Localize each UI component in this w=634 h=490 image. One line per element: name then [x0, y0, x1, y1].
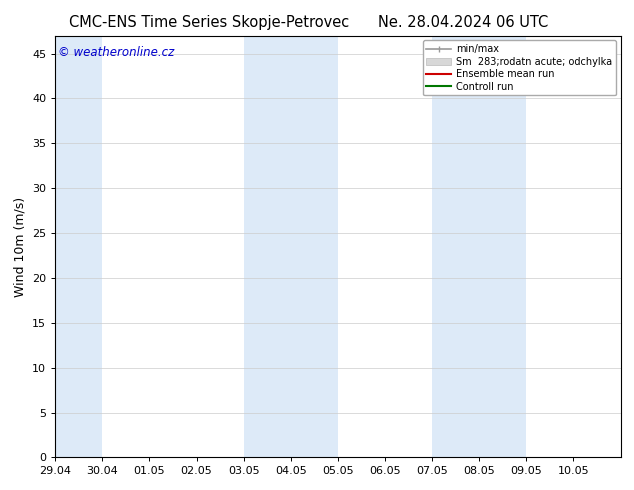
Text: CMC-ENS Time Series Skopje-Petrovec: CMC-ENS Time Series Skopje-Petrovec [69, 15, 349, 30]
Legend: min/max, Sm  283;rodatn acute; odchylka, Ensemble mean run, Controll run: min/max, Sm 283;rodatn acute; odchylka, … [423, 40, 616, 96]
Bar [55, 36, 102, 458]
Text: © weatheronline.cz: © weatheronline.cz [58, 46, 174, 59]
Bar [432, 36, 526, 458]
Text: Ne. 28.04.2024 06 UTC: Ne. 28.04.2024 06 UTC [378, 15, 548, 30]
Bar [243, 36, 338, 458]
Y-axis label: Wind 10m (m/s): Wind 10m (m/s) [13, 196, 27, 296]
